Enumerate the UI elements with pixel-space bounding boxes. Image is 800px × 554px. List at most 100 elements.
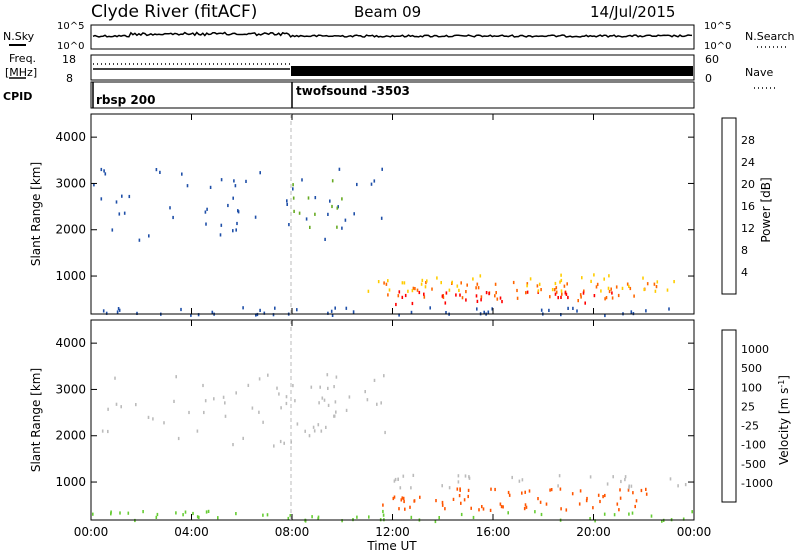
data-cell [356, 182, 358, 187]
data-cell [235, 228, 237, 232]
data-cell [327, 403, 330, 407]
data-cell [262, 513, 264, 517]
data-cell [283, 441, 285, 445]
x-tick-label: 20:00 [576, 525, 611, 539]
data-cell [385, 282, 388, 286]
data-cell [319, 385, 321, 389]
data-cell [470, 506, 472, 510]
data-cell [251, 406, 254, 410]
data-cell [630, 484, 633, 488]
data-cell [560, 313, 562, 317]
data-cell [576, 309, 578, 313]
data-cell [464, 474, 467, 478]
data-cell [335, 375, 338, 379]
data-cell [286, 199, 288, 203]
data-cell [100, 197, 103, 201]
data-cell [496, 297, 499, 301]
data-cell [494, 282, 497, 286]
data-cell [669, 477, 672, 481]
data-cell [333, 414, 336, 418]
data-cell [677, 484, 679, 488]
data-cell [235, 391, 237, 395]
data-cell [597, 493, 600, 497]
data-cell [480, 298, 482, 302]
data-cell [593, 273, 595, 277]
data-cell [626, 282, 629, 286]
data-cell [382, 513, 385, 517]
data-cell [507, 490, 510, 495]
data-cell [615, 285, 618, 289]
data-cell [441, 503, 444, 507]
data-cell [560, 507, 562, 511]
data-cell [127, 511, 130, 515]
data-cell [105, 311, 108, 315]
data-cell [403, 499, 405, 504]
data-cell [442, 295, 445, 299]
data-cell [388, 288, 391, 292]
data-cell [247, 383, 250, 387]
data-cell [292, 183, 294, 187]
data-cell [393, 479, 396, 483]
data-cell [280, 406, 282, 410]
data-cell [425, 281, 427, 285]
data-cell [619, 488, 621, 492]
colorbar-tick-label: 12 [741, 222, 755, 235]
data-cell [402, 496, 405, 500]
data-cell [666, 288, 669, 292]
data-cell [232, 229, 234, 233]
data-cell [448, 486, 451, 490]
colorbar-tick-label: 16 [741, 200, 755, 213]
data-cell [401, 295, 404, 299]
data-cell [289, 514, 292, 518]
data-cell [367, 289, 370, 293]
data-cell [567, 306, 569, 310]
velocity-y-axis: 1000 2000 3000 4000 [55, 336, 694, 489]
data-cell [579, 489, 582, 493]
data-cell [138, 238, 141, 242]
data-cell [136, 311, 138, 315]
data-cell [511, 475, 513, 480]
y-tick-label: 1000 [55, 475, 86, 489]
power-y-axis: 1000 2000 3000 4000 [55, 130, 694, 283]
data-cell [330, 309, 333, 313]
data-cell [540, 512, 543, 517]
data-cell [631, 511, 634, 515]
data-cell [373, 179, 376, 183]
data-cell [612, 475, 614, 479]
data-cell [632, 491, 634, 495]
data-cell [456, 284, 459, 288]
data-cell [560, 278, 563, 283]
time-x-axis: 00:00 04:00 08:00 12:00 16:00 20:00 00:00 [74, 114, 711, 539]
data-cell [383, 281, 385, 285]
data-cell [180, 307, 182, 312]
data-cell [412, 286, 415, 290]
data-cell [395, 302, 397, 307]
data-cell [516, 296, 519, 300]
data-cell [318, 401, 320, 405]
data-cell [93, 183, 95, 187]
data-cell [502, 505, 504, 509]
data-cell [650, 514, 653, 518]
data-cell [235, 512, 237, 516]
data-cell [262, 420, 264, 424]
data-cell [557, 296, 559, 300]
data-cell [592, 506, 594, 510]
data-cell [307, 196, 310, 200]
data-cell [525, 291, 527, 295]
data-cell [110, 512, 112, 516]
data-cell [409, 505, 411, 509]
x-tick-label: 16:00 [476, 525, 511, 539]
data-cell [477, 286, 480, 290]
data-cell [457, 474, 460, 478]
data-cell [114, 376, 116, 380]
data-cell [424, 285, 427, 289]
data-cell [321, 396, 324, 400]
data-cell [337, 205, 339, 209]
data-cell [645, 487, 647, 491]
velocity-colorbar: 1000 500 100 25 -25 -100 -500 -1000 [721, 329, 773, 503]
data-cell [205, 510, 208, 514]
data-cell [366, 398, 369, 402]
data-cell [259, 308, 261, 312]
data-cell [451, 280, 453, 284]
data-cell [599, 499, 601, 504]
